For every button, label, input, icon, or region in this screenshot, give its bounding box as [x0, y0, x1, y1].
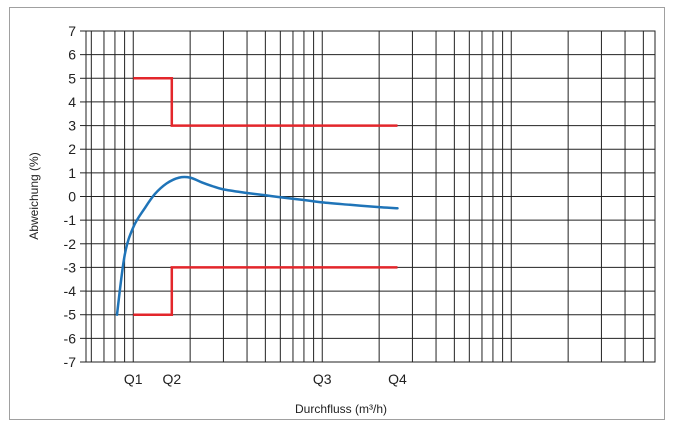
- flow-marker-q4: Q4: [388, 371, 407, 387]
- y-tick-label: 4: [68, 94, 76, 110]
- y-tick-label: 3: [68, 118, 76, 134]
- y-tick-label: -6: [64, 330, 77, 346]
- y-tick-labels: 7 6 5 4 3 2 1 0 -1 -2 -3 -4 -5 -6 -7: [64, 23, 77, 370]
- error-curve: [115, 175, 399, 316]
- y-tick-label: 2: [68, 141, 76, 157]
- y-tick-label: 0: [68, 189, 76, 205]
- flow-marker-q1: Q1: [124, 371, 143, 387]
- y-tick-label: 5: [68, 70, 76, 86]
- x-axis-label: Durchfluss (m³/h): [295, 402, 387, 416]
- y-tick-label: -7: [64, 354, 77, 370]
- error-curve-group: [115, 175, 399, 316]
- y-tick-label: 6: [68, 47, 76, 63]
- flow-marker-q3: Q3: [313, 371, 332, 387]
- upper-limit-line: [133, 77, 398, 127]
- flow-marker-q2: Q2: [162, 371, 181, 387]
- y-tick-label: -2: [64, 236, 77, 252]
- y-axis-label: Abweichung (%): [27, 152, 41, 239]
- y-tick-label: -3: [64, 259, 77, 275]
- y-tick-label: -5: [64, 307, 77, 323]
- y-tick-label: -4: [64, 283, 77, 299]
- limit-lines: [133, 77, 398, 316]
- y-tick-label: -1: [64, 212, 77, 228]
- y-tick-label: 7: [68, 23, 76, 39]
- grid: [80, 30, 656, 363]
- flow-marker-labels: Q1 Q2 Q3 Q4: [124, 371, 407, 387]
- y-tick-label: 1: [68, 165, 76, 181]
- lower-limit-line: [133, 266, 398, 316]
- chart-frame: [9, 7, 665, 420]
